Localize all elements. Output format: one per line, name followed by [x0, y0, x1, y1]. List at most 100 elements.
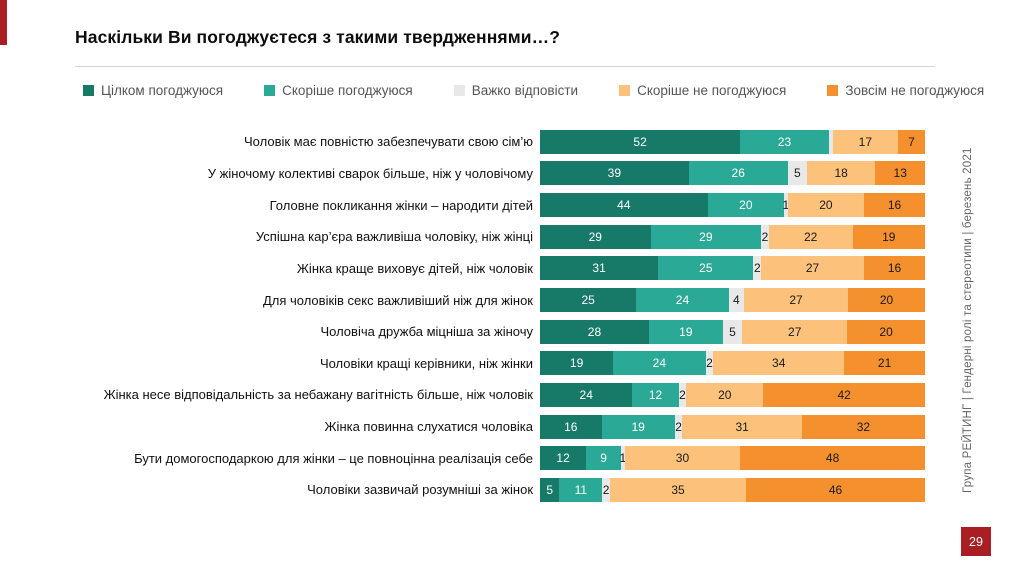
bar-segment: 19 [852, 224, 925, 249]
bar-segment: 20 [847, 319, 925, 344]
legend-swatch [83, 85, 94, 96]
row-label: Жінка несе відповідальність за небажану … [103, 387, 533, 403]
bar-segment: 17 [832, 129, 899, 154]
legend-label: Важко відповісти [471, 83, 579, 98]
legend-swatch [619, 85, 631, 96]
legend-item: Скоріше не погоджуюся [619, 83, 786, 98]
chart-row: Бути домогосподаркою для жінки – це повн… [80, 442, 925, 474]
bar-segment: 19 [601, 414, 675, 439]
stacked-bar: 29 29 2 22 19 [540, 224, 925, 249]
bar-segment: 2 [705, 351, 714, 376]
stacked-bar: 12 9 1 30 48 [540, 446, 925, 471]
chart-row: Головне покликання жінки – народити діте… [80, 189, 925, 221]
bar-segment: 19 [648, 319, 723, 344]
stacked-bar: 16 19 2 31 32 [540, 414, 925, 439]
title-divider [75, 66, 935, 67]
bar-segment [828, 129, 833, 154]
legend-label: Скоріше погоджуюся [282, 83, 413, 98]
row-label: Чоловіча дружба міцніша за жіночу [320, 324, 533, 340]
stacked-bar: 39 26 5 18 13 [540, 161, 925, 186]
bar-segment: 24 [636, 288, 729, 313]
stacked-bar: 25 24 4 27 20 [540, 288, 926, 313]
bar-segment: 12 [540, 446, 587, 471]
legend-label: Зовсім не погоджуюся [845, 83, 985, 98]
legend: Цілком погоджуюся Скоріше погоджуюся Важко… [83, 83, 984, 98]
bar-segment: 27 [761, 256, 865, 281]
bar-segment: 9 [586, 446, 621, 471]
bar-segment: 25 [540, 288, 637, 313]
bar-segment: 29 [540, 224, 651, 249]
stacked-bar: 31 25 2 27 16 [540, 256, 925, 281]
bar-segment: 28 [540, 319, 649, 344]
page-title: Наскільки Ви погоджуєтеся з такими тверд… [75, 27, 560, 47]
legend-item: Скоріше погоджуюся [264, 83, 413, 98]
bar-segment: 5 [540, 477, 560, 502]
bar-segment: 24 [613, 351, 706, 376]
legend-swatch [827, 85, 839, 96]
bar-segment: 42 [763, 382, 926, 407]
source-caption: Група РЕЙТИНГ | Гендерні ролі та стереот… [962, 147, 974, 494]
chart-row: У жіночому колективі сварок більше, ніж … [80, 158, 925, 190]
bar-segment: 19 [540, 351, 614, 376]
chart-row: Чоловік має повністю забезпечувати свою … [80, 126, 925, 158]
bar-segment: 35 [610, 477, 747, 502]
bar-segment: 44 [540, 193, 708, 218]
bar-segment: 31 [682, 414, 802, 439]
bar-segment: 21 [844, 351, 926, 376]
stacked-bar: 52 23 17 7 [540, 129, 925, 154]
chart-row: Чоловіча дружба міцніша за жіночу 28 19 5 27… [80, 316, 925, 348]
bar-segment: 34 [713, 351, 845, 376]
bar-segment: 32 [801, 414, 925, 439]
legend-item: Важко відповісти [453, 83, 579, 98]
bar-segment: 1 [783, 193, 789, 218]
page-number-badge: 29 [961, 527, 991, 556]
chart-row: Чоловіки зазвичай розумніші за жінок 5 11 2… [80, 474, 925, 506]
bar-segment: 7 [898, 129, 925, 154]
bar-segment: 16 [864, 193, 925, 218]
bar-segment: 29 [650, 224, 762, 249]
bar-segment: 30 [624, 446, 741, 471]
bar-segment: 27 [744, 288, 849, 313]
stacked-bar: 28 19 5 27 20 [540, 319, 925, 344]
chart-row: Жінка несе відповідальність за небажану … [80, 379, 926, 411]
bar-segment: 2 [761, 224, 769, 249]
row-label: Головне покликання жінки – народити діте… [269, 197, 533, 213]
bar-segment: 52 [540, 129, 741, 154]
row-label: Бути домогосподаркою для жінки – це повн… [134, 450, 533, 466]
bar-segment: 23 [740, 129, 829, 154]
chart-row: Жінка краще виховує дітей, ніж чоловік 31… [80, 253, 925, 285]
bar-segment: 2 [602, 477, 610, 502]
row-label: Чоловіки зазвичай розумніші за жінок [307, 482, 533, 498]
bar-segment: 4 [728, 288, 745, 313]
bar-segment: 13 [875, 161, 925, 186]
bar-segment: 12 [632, 382, 679, 407]
bar-segment: 5 [722, 319, 743, 344]
row-label: Для чоловіків секс важливіший ніж для жі… [262, 292, 533, 308]
bar-segment: 2 [674, 414, 683, 439]
bar-segment: 26 [688, 161, 788, 186]
bar-segment: 22 [768, 224, 853, 249]
bar-segment: 2 [678, 382, 687, 407]
row-label: Чоловіки кращі керівники, ніж жінки [319, 355, 533, 371]
chart: Чоловік має повністю забезпечувати свою … [80, 126, 926, 506]
accent-stripe [0, 0, 7, 45]
bar-segment: 24 [540, 382, 633, 407]
bar-segment: 20 [848, 288, 926, 313]
legend-item: Зовсім не погоджуюся [827, 83, 984, 98]
row-label: У жіночому колективі сварок більше, ніж … [207, 165, 533, 181]
bar-segment: 20 [707, 193, 784, 218]
bar-segment: 48 [740, 446, 925, 471]
legend-swatch [453, 85, 465, 96]
bar-segment: 1 [619, 446, 626, 471]
bar-segment: 20 [686, 382, 764, 407]
row-label: Жінка краще виховує дітей, ніж чоловік [296, 260, 533, 276]
row-label: Жінка повинна слухатися чоловіка [324, 419, 533, 435]
bar-segment: 46 [746, 477, 925, 502]
bar-segment: 25 [658, 256, 754, 281]
chart-row: Чоловіки кращі керівники, ніж жінки 19 24 2… [80, 347, 926, 379]
bar-segment: 27 [742, 319, 848, 344]
legend-swatch [264, 85, 276, 96]
stacked-bar: 19 24 2 34 21 [540, 351, 926, 376]
chart-row: Успішна кар’єра важливіша чоловіку, ніж … [80, 221, 925, 253]
